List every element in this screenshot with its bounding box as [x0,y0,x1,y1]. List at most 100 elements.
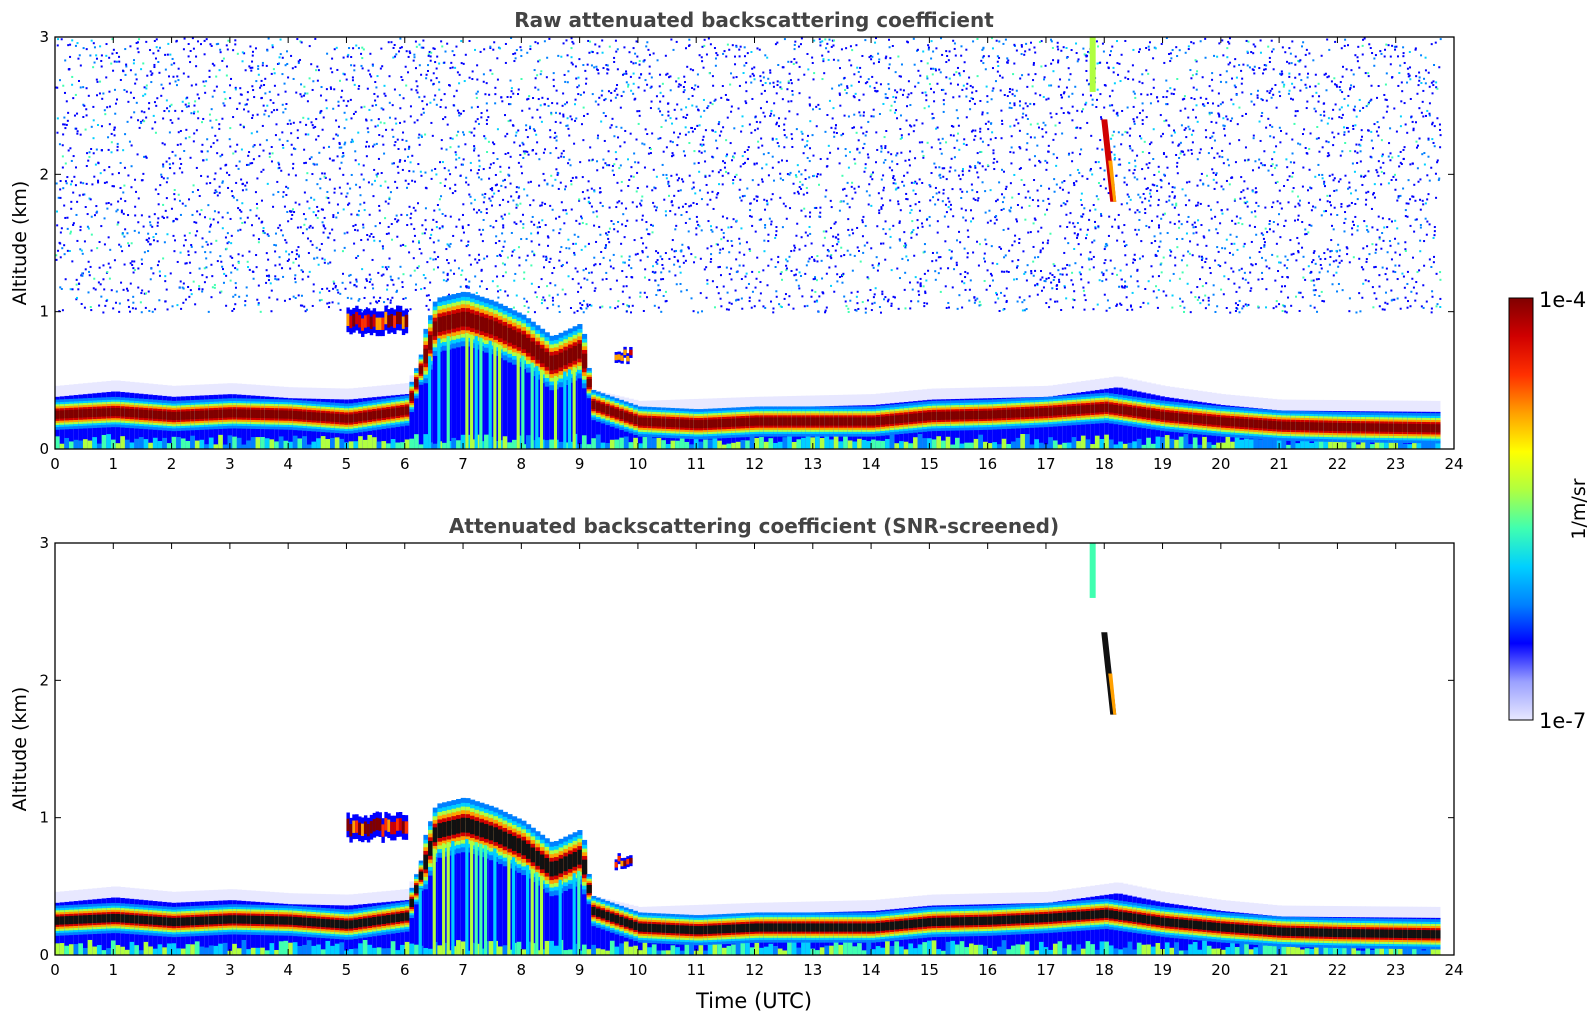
noise-speck [649,147,652,150]
noise-speck [84,206,87,209]
noise-speck [869,288,872,291]
noise-speck [1096,147,1099,150]
noise-speck [630,267,633,270]
noise-speck [150,267,153,270]
noise-speck [259,143,262,146]
noise-speck [403,120,406,123]
noise-speck [756,127,759,130]
noise-speck [63,253,66,256]
noise-speck [613,228,616,231]
noise-speck [714,98,717,101]
noise-speck [352,140,355,143]
noise-speck [777,261,780,264]
noise-speck [958,72,961,75]
noise-speck [1118,62,1121,65]
noise-speck [286,122,289,125]
noise-speck [277,161,280,164]
noise-speck [454,151,457,154]
noise-speck [292,295,295,298]
noise-speck [622,73,625,76]
noise-speck [873,293,876,296]
noise-speck [786,88,789,91]
noise-speck [271,152,274,155]
noise-speck [460,239,463,242]
noise-speck [260,96,263,99]
noise-speck [337,291,340,294]
noise-speck [856,302,859,305]
noise-speck [1086,121,1089,124]
noise-speck [950,250,953,253]
noise-speck [1001,119,1004,122]
noise-speck [1066,200,1069,203]
noise-speck [881,204,884,207]
noise-speck [308,157,311,160]
noise-speck [208,69,211,72]
noise-speck [583,197,586,200]
noise-speck [1051,46,1054,49]
noise-speck [448,293,451,296]
noise-speck [275,244,278,247]
noise-speck [896,117,899,120]
noise-speck [235,164,238,167]
noise-speck [1058,121,1061,124]
noise-speck [1132,261,1135,264]
noise-speck [730,240,733,243]
noise-speck [1126,285,1129,288]
noise-speck [792,182,795,185]
noise-speck [351,138,354,141]
noise-speck [213,89,216,92]
noise-speck [264,92,267,95]
noise-speck [1000,193,1003,196]
noise-speck [236,143,239,146]
noise-speck [791,137,794,140]
noise-speck [468,39,471,42]
noise-speck [454,166,457,169]
noise-speck [838,93,841,96]
noise-speck [706,191,709,194]
noise-speck [1033,256,1036,259]
noise-speck [1113,267,1116,270]
noise-speck [1072,222,1075,225]
noise-speck [113,60,116,63]
noise-speck [623,141,626,144]
noise-speck [420,73,423,76]
noise-speck [914,276,917,279]
noise-speck [1009,182,1012,185]
noise-speck [838,276,841,279]
noise-speck [397,171,400,174]
noise-speck [97,162,100,165]
noise-speck [1052,153,1055,156]
noise-speck [327,306,330,309]
noise-speck [311,304,314,307]
noise-speck [162,177,165,180]
noise-speck [389,299,392,302]
noise-speck [201,274,204,277]
noise-speck [214,172,217,175]
noise-speck [392,135,395,138]
noise-speck [236,52,239,55]
noise-speck [388,197,391,200]
noise-speck [1012,73,1015,76]
noise-speck [966,252,969,255]
noise-speck [539,204,542,207]
noise-speck [686,113,689,116]
noise-speck [627,264,630,267]
noise-speck [850,185,853,188]
noise-speck [610,124,613,127]
noise-speck [600,120,603,123]
noise-speck [868,56,871,59]
noise-speck [509,79,512,82]
noise-speck [1067,67,1070,70]
noise-speck [217,211,220,214]
noise-speck [562,92,565,95]
noise-speck [691,86,694,89]
noise-speck [229,217,232,220]
noise-speck [55,182,58,185]
noise-speck [1106,299,1109,302]
noise-speck [915,119,918,122]
noise-speck [850,84,853,87]
noise-speck [1133,259,1136,262]
noise-speck [679,189,682,192]
noise-speck [714,64,717,67]
noise-speck [624,129,627,132]
